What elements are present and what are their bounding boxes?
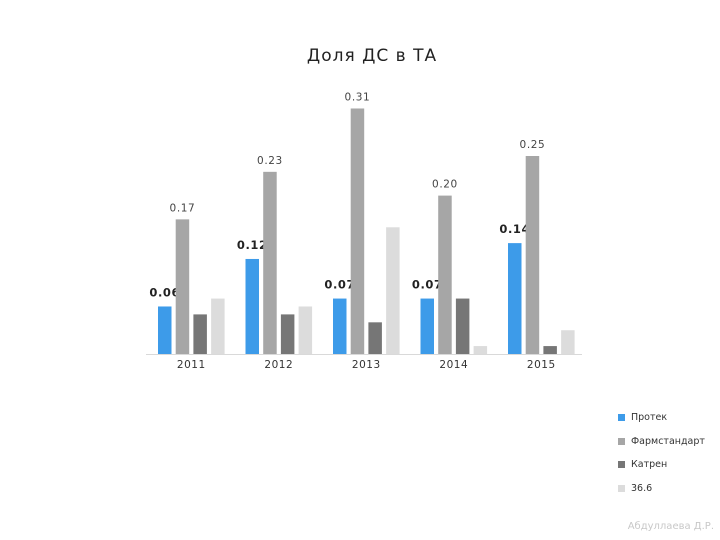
bar-protek-2011 bbox=[158, 306, 172, 354]
legend-swatch-pharmstandard bbox=[618, 437, 625, 445]
x-tick-label-2013: 2013 bbox=[352, 359, 381, 371]
data-label-pharmstandard-2012: 0.23 bbox=[257, 155, 283, 167]
bar-katren-2015 bbox=[543, 346, 557, 354]
legend-item-36-6: 36.6 bbox=[618, 481, 718, 496]
chart-title: Доля ДС в ТА bbox=[306, 46, 438, 66]
bar-pharmstandard-2014 bbox=[438, 195, 452, 354]
bar-protek-2013 bbox=[333, 298, 347, 354]
bar-pharmstandard-2012 bbox=[263, 171, 277, 354]
bar-katren-2011 bbox=[193, 314, 207, 354]
data-label-protek-2015: 0.14 bbox=[499, 222, 530, 236]
bar-36-6-2015 bbox=[561, 330, 575, 354]
bar-katren-2014 bbox=[455, 298, 470, 354]
bar-36-6-2011 bbox=[211, 298, 225, 354]
author-credit: Абдуллаева Д.Р. bbox=[627, 521, 714, 532]
bar-protek-2012 bbox=[245, 258, 259, 354]
bar-36-6-2014 bbox=[473, 346, 488, 354]
x-tick-label-2012: 2012 bbox=[264, 359, 293, 371]
legend: Протек Фармстандарт Катрен 36.6 bbox=[618, 410, 718, 504]
data-label-protek-2011: 0.06 bbox=[149, 285, 180, 299]
legend-item-pharmstandard: Фармстандарт bbox=[618, 434, 718, 449]
legend-label-pharmstandard: Фармстандарт bbox=[631, 435, 705, 447]
bar-36-6-2012 bbox=[298, 306, 313, 354]
x-tick-label-2011: 2011 bbox=[177, 359, 206, 371]
data-label-pharmstandard-2013: 0.31 bbox=[345, 91, 371, 103]
bar-pharmstandard-2011 bbox=[175, 219, 190, 354]
x-tick-label-2014: 2014 bbox=[439, 359, 468, 371]
bar-pharmstandard-2013 bbox=[350, 108, 365, 354]
bar-protek-2015 bbox=[508, 243, 522, 354]
data-label-pharmstandard-2014: 0.20 bbox=[432, 179, 458, 191]
legend-item-protek: Протек bbox=[618, 410, 718, 425]
legend-swatch-katren bbox=[618, 461, 625, 468]
legend-label-36-6: 36.6 bbox=[631, 482, 653, 494]
legend-label-katren: Катрен bbox=[631, 459, 668, 470]
data-label-protek-2013: 0.07 bbox=[324, 278, 355, 292]
data-label-protek-2012: 0.12 bbox=[237, 238, 268, 252]
bar-36-6-2013 bbox=[386, 227, 400, 354]
bar-protek-2014 bbox=[420, 298, 434, 354]
legend-label-protek: Протек bbox=[631, 412, 668, 423]
bar-pharmstandard-2015 bbox=[525, 156, 540, 354]
legend-swatch-36-6 bbox=[618, 484, 625, 492]
data-label-pharmstandard-2011: 0.17 bbox=[170, 202, 196, 214]
legend-swatch-protek bbox=[618, 414, 625, 421]
data-label-pharmstandard-2015: 0.25 bbox=[520, 139, 546, 151]
legend-item-katren: Катрен bbox=[618, 457, 718, 472]
x-tick-label-2015: 2015 bbox=[527, 359, 556, 371]
bar-katren-2013 bbox=[368, 322, 382, 354]
data-label-protek-2014: 0.07 bbox=[412, 278, 443, 292]
bar-katren-2012 bbox=[280, 314, 295, 354]
